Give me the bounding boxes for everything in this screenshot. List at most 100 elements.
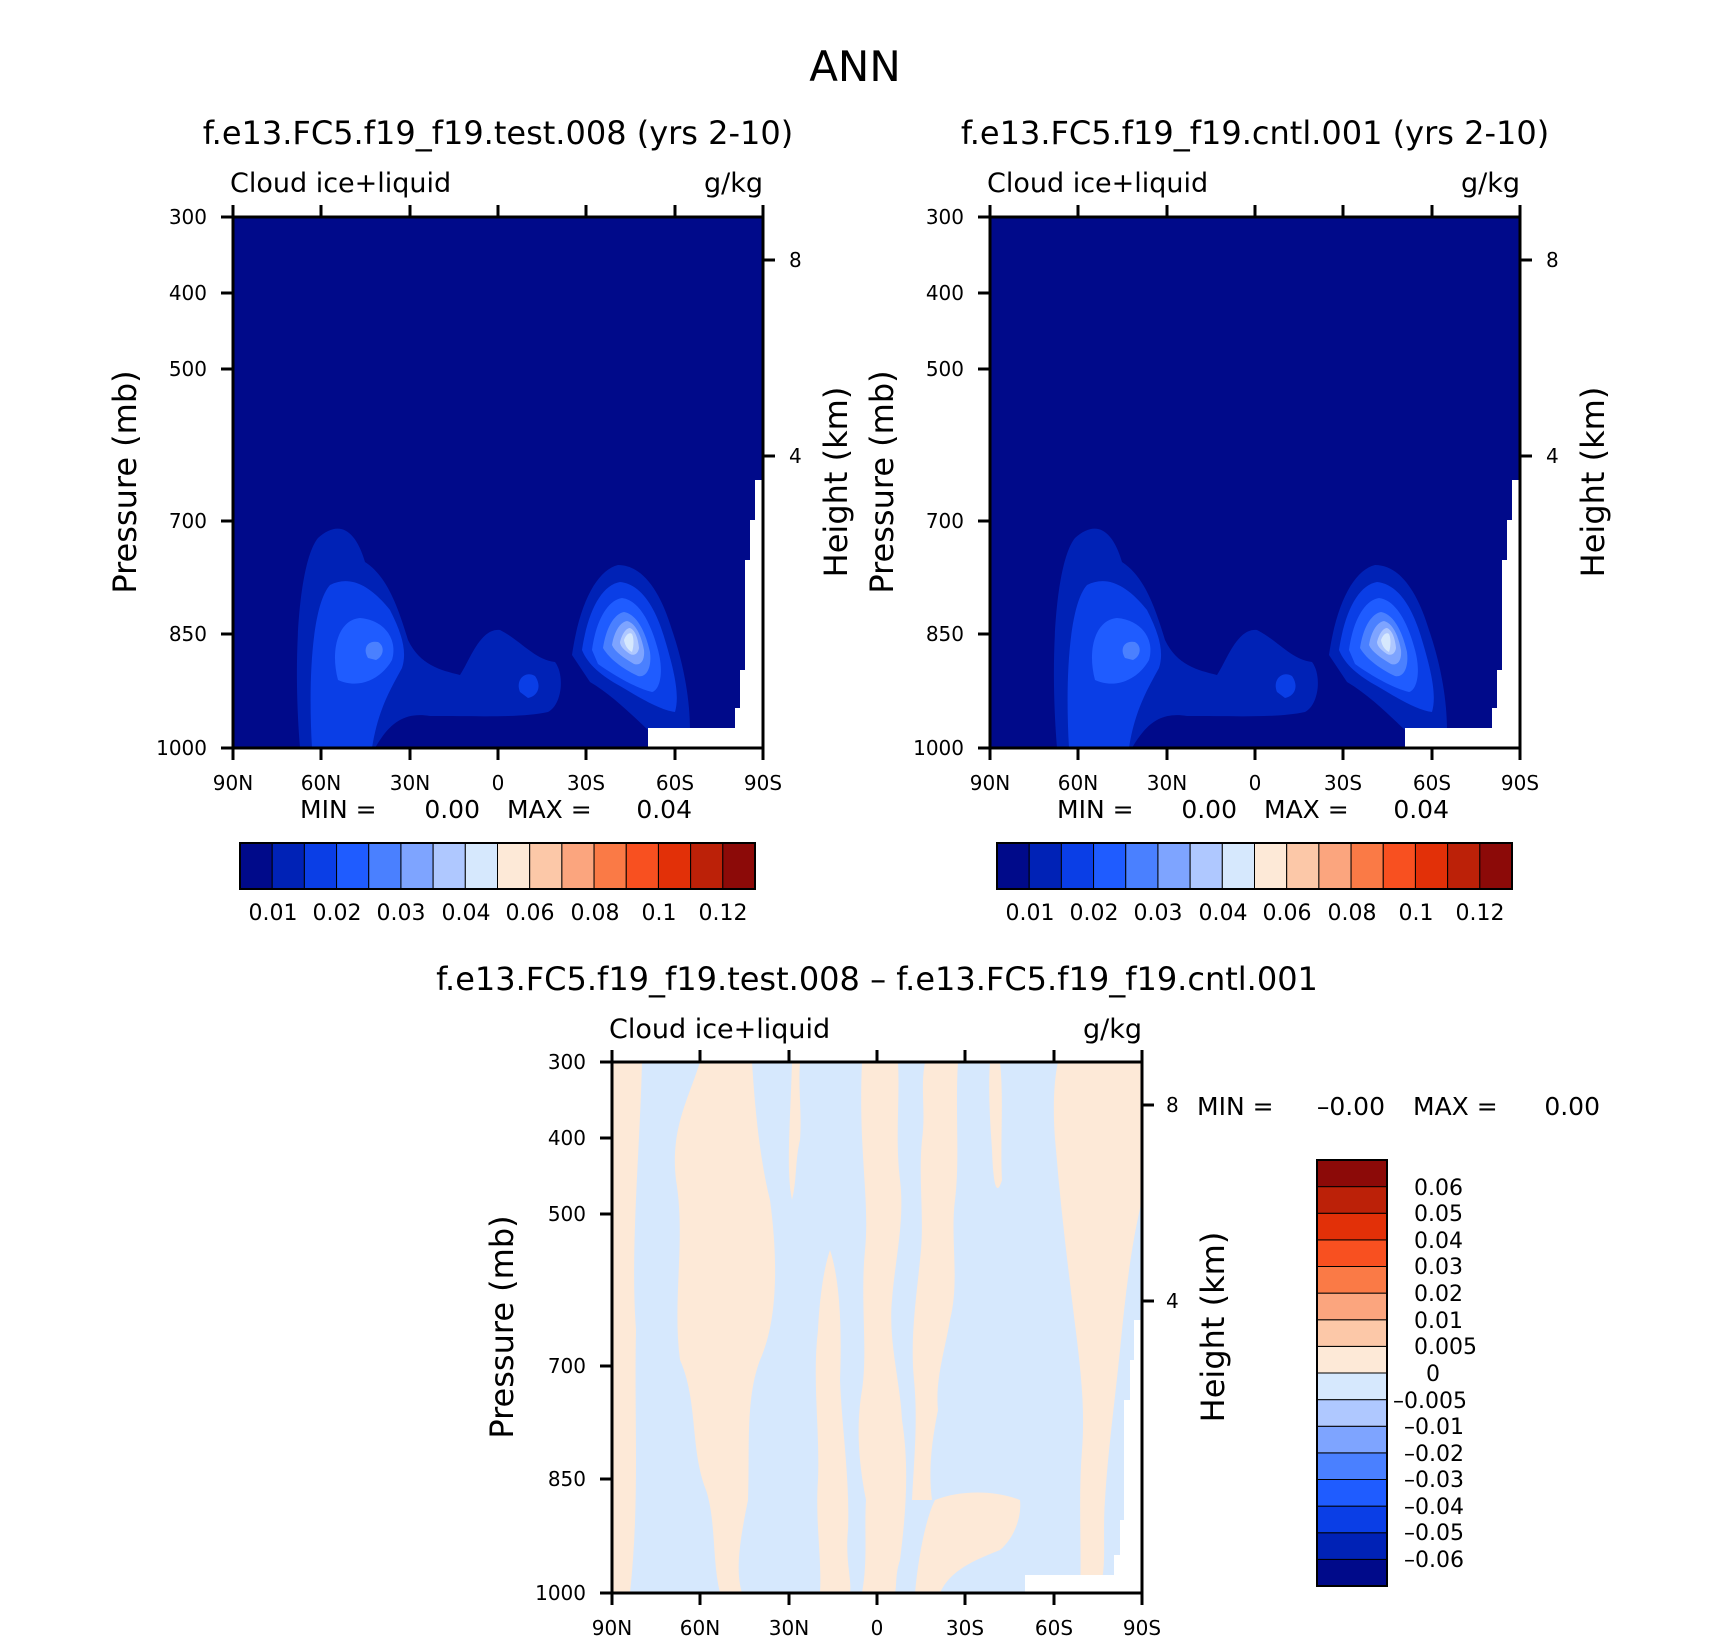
panel-diff-ytick-label: 400 [548,1126,586,1150]
panel-test-ytick-label: 850 [169,622,207,646]
colorbar-swatch [1316,1266,1388,1294]
panel-diff-min-value: –0.00 [1317,1092,1385,1121]
colorbar-swatch [1316,1399,1388,1427]
panel-cntl-y2label: Height (km) [1574,387,1612,578]
panel-diff-positive-region [912,1062,958,1500]
colorbar-swatch [1286,842,1320,890]
panel-diff-left-string: Cloud ice+liquid [609,1014,830,1045]
panel-cntl-colorbar-label: 0.12 [1456,901,1505,926]
panel-diff-y2tick-label: 4 [1166,1289,1179,1313]
panel-cntl-xtick-label: 30S [1324,771,1362,795]
panel-cntl-xtick-label: 90N [970,771,1010,795]
panel-diff-positive-region [1053,1062,1142,1593]
panel-test-y2tick-label: 8 [789,248,802,272]
panel-test-colorbar-label: 0.06 [506,901,555,926]
panel-test-xtick-label: 0 [492,771,505,795]
panel-diff-xtick-label: 90N [592,1616,632,1636]
panel-diff-colorbar-label: 0.06 [1414,1176,1463,1201]
panel-cntl-colorbar-swatches [996,842,1513,890]
panel-cntl-min-value: 0.00 [1181,795,1237,824]
panel-diff-xtick-label: 60N [680,1616,720,1636]
panel-cntl-colorbar-label: 0.08 [1328,901,1377,926]
panel-diff: f.e13.FC5.f19_f19.test.008 – f.e13.FC5.f… [436,960,1600,1636]
panel-cntl-xtick-label: 30N [1147,771,1187,795]
panel-cntl-y2tick-label: 4 [1546,444,1559,468]
colorbar-swatch [690,842,724,890]
colorbar-swatch [722,842,756,890]
panel-diff-colorbar-label: 0 [1426,1362,1440,1387]
colorbar-swatch [1125,842,1159,890]
panel-diff-ylabel: Pressure (mb) [483,1215,521,1438]
colorbar-swatch [400,842,434,890]
panel-cntl-left-string: Cloud ice+liquid [987,168,1208,199]
panel-diff-colorbar-label: –0.01 [1404,1415,1464,1440]
panel-cntl-right-string: g/kg [1461,168,1520,199]
colorbar-swatch [432,842,466,890]
panel-diff-colorbar-label: 0.005 [1414,1335,1477,1360]
panel-test-ticks [221,205,775,760]
panel-test-colorbar-label: 0.1 [642,901,677,926]
colorbar-swatch [1414,842,1449,890]
panel-diff-positive-region [915,1492,1021,1593]
panel-cntl-missing-region [1405,480,1520,748]
panel-test-ytick-label: 1000 [156,736,207,760]
panel-diff-xtick-label: 90S [1123,1616,1161,1636]
panel-cntl-plot-area [990,217,1520,748]
panel-test-max-label: MAX = [507,795,592,824]
colorbar-swatch [1028,842,1062,890]
colorbar-swatch [1157,842,1191,890]
panel-cntl-y2tick-label: 8 [1546,248,1559,272]
panel-diff-title: f.e13.FC5.f19_f19.test.008 – f.e13.FC5.f… [436,960,1318,998]
panel-diff-colorbar-label: 0.01 [1414,1309,1463,1334]
colorbar-swatch [1316,1505,1388,1534]
panel-diff-colorbar-label: –0.03 [1404,1468,1464,1493]
panel-diff-right-string: g/kg [1083,1014,1142,1045]
panel-diff-positive-region [815,1250,851,1593]
panel-cntl-ytick-label: 300 [926,205,964,229]
panel-cntl-xtick-label: 60S [1413,771,1451,795]
colorbar-swatch [996,842,1030,890]
panel-cntl-colorbar-label: 0.03 [1134,901,1183,926]
colorbar-swatch [1316,1372,1388,1401]
colorbar-swatch [1316,1532,1388,1560]
colorbar-swatch [368,842,402,890]
panel-diff-xtick-label: 60S [1035,1616,1073,1636]
panel-test: f.e13.FC5.f19_f19.test.008 (yrs 2-10) Cl… [106,114,855,926]
colorbar-swatch [1316,1292,1388,1321]
colorbar-swatch [1350,842,1384,890]
colorbar-swatch [497,842,531,890]
colorbar-swatch [1447,842,1481,890]
colorbar-swatch [1316,1345,1388,1374]
panel-test-ylabel: Pressure (mb) [106,370,144,593]
panel-cntl-colorbar-frame [996,842,1513,890]
panel-diff-positive-region [858,1062,907,1593]
panel-test-contour-band-nh-3 [334,618,394,684]
panel-diff-positive-region [788,1062,801,1200]
panel-cntl-max-label: MAX = [1264,795,1349,824]
panel-cntl-ytick-label: 1000 [913,736,964,760]
panel-diff-y2label: Height (km) [1194,1232,1232,1423]
panel-test-y2label: Height (km) [817,387,855,578]
panel-test-title: f.e13.FC5.f19_f19.test.008 (yrs 2-10) [203,114,794,152]
colorbar-swatch [336,842,370,890]
panel-diff-ytick-label: 700 [548,1354,586,1378]
panel-diff-min-label: MIN = [1197,1092,1274,1121]
panel-diff-colorbar-label: –0.005 [1393,1389,1467,1414]
panel-cntl-ytick-label: 850 [926,622,964,646]
panel-diff-xtick-label: 30N [769,1616,809,1636]
panel-diff-colorbar-label: 0.03 [1414,1255,1463,1280]
figure-title: ANN [809,42,901,91]
panel-cntl-ytick-label: 500 [926,357,964,381]
panel-diff-ytick-label: 500 [548,1202,586,1226]
colorbar-swatch [1189,842,1223,890]
colorbar-swatch [1316,1425,1388,1454]
panel-diff-colorbar-label: 0.04 [1414,1229,1463,1254]
panel-test-contour-band-nh-4 [365,641,383,660]
panel-diff-positive-region [612,1062,642,1593]
panel-test-colorbar-label: 0.01 [249,901,298,926]
panel-test-colorbar-frame [239,842,756,890]
panel-diff-colorbar-label: 0.05 [1414,1202,1463,1227]
panel-test-contour-band-eq [518,674,539,698]
colorbar-swatch [239,842,273,890]
panel-test-colorbar-label: 0.02 [313,901,362,926]
